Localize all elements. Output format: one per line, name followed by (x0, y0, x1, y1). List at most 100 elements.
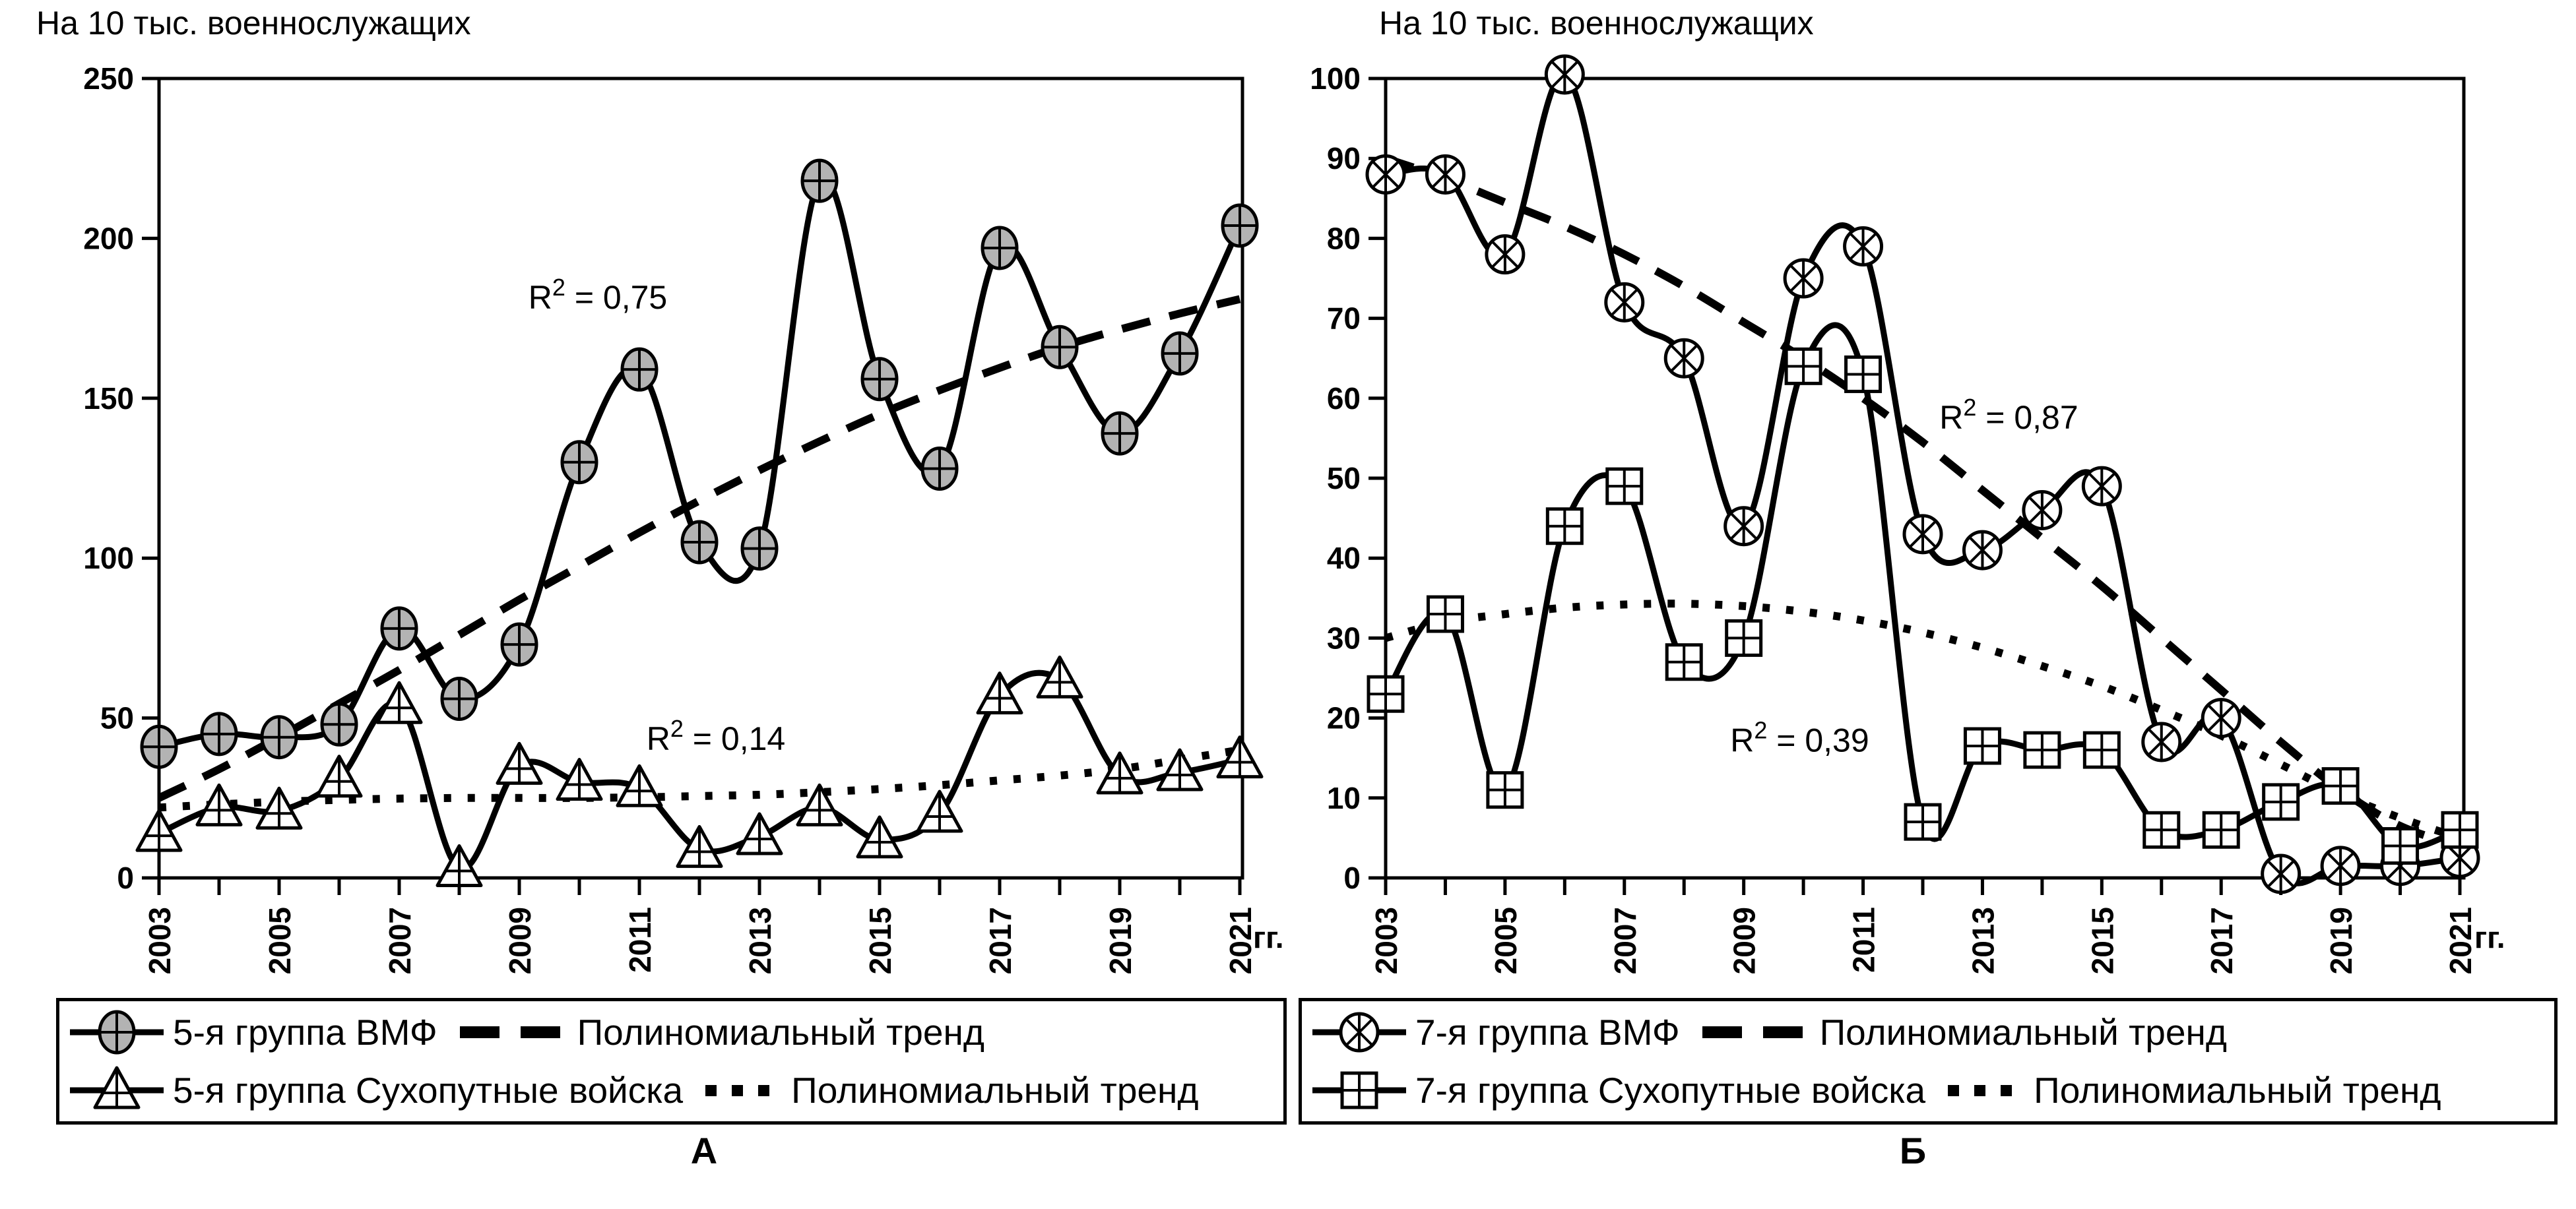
y-tick-label: 80 (1327, 221, 1361, 255)
r2-annotation: R2 = 0,87 (1939, 394, 2078, 436)
y-tick-label: 50 (1327, 461, 1361, 495)
y-tick-label: 0 (1343, 861, 1361, 895)
x-tick-label: 2009 (1727, 907, 1762, 974)
dot-trend-line-icon (705, 1085, 770, 1096)
circle-star-marker (1663, 338, 1704, 379)
square-cross-marker (1665, 643, 1703, 681)
circle-star-marker (1843, 226, 1884, 267)
plot-frame (157, 77, 1244, 880)
ellipse-cross-marker (140, 724, 178, 769)
x-tick-label: 2017 (983, 907, 1017, 974)
ellipse-cross-marker (320, 702, 358, 747)
legend-a: 5-я группа ВМФ Полиномиальный тренд 5-я … (56, 998, 1287, 1125)
ellipse-cross-marker (740, 526, 779, 571)
triangle-cross-marker (1156, 748, 1204, 791)
series-markers-0 (1365, 54, 2480, 894)
triangle-cross-marker (676, 824, 723, 868)
triangle-cross-marker (1036, 655, 1083, 698)
triangle-cross-marker (856, 815, 903, 859)
square-cross-marker (1605, 467, 1644, 505)
x-tick-label: 2009 (503, 907, 537, 974)
vmf7-series-marker-icon (1312, 1012, 1406, 1053)
series-line-1 (1383, 322, 2461, 851)
x-tick-label: 2015 (2085, 907, 2119, 974)
square-cross-marker (1784, 347, 1822, 385)
ellipse-cross-marker (680, 520, 719, 565)
x-tick-label: 2011 (623, 907, 657, 973)
square-cross-marker (1963, 727, 2001, 765)
dash-trend-line-icon (1702, 1026, 1803, 1038)
triangle-cross-marker (195, 783, 243, 826)
triangle-cross-marker (736, 812, 783, 855)
circle-star-marker (2022, 489, 2063, 530)
ellipse-cross-marker (200, 712, 238, 757)
x-axis: 2003 2005 2007 2009 2011 2013 2015 2017 2019 2021 (1369, 878, 2478, 974)
circle-star-marker (2261, 853, 2302, 894)
circle-star-marker (1604, 282, 1645, 323)
ellipse-cross-marker (500, 622, 538, 667)
square-cross-marker (2142, 811, 2181, 849)
triangle-cross-marker (976, 671, 1023, 715)
x-axis: 2003 2005 2007 2009 2011 2013 2015 2017 2019 2021 (143, 878, 1258, 974)
legend-row: 5-я группа Сухопутные войска Полиномиаль… (67, 1063, 1275, 1118)
legend-series-label: 5-я группа ВМФ (173, 1011, 437, 1053)
y-tick-label: 100 (83, 541, 134, 575)
triangle-cross-marker (616, 764, 663, 807)
r2-annotation: R2 = 0,39 (1730, 717, 1869, 759)
legend-b: 7-я группа ВМФ Полиномиальный тренд 7-я … (1299, 998, 2558, 1125)
ellipse-cross-marker (260, 715, 298, 760)
y-axis: 0 10 20 30 40 50 60 70 80 90 100 (1310, 61, 1386, 895)
x-tick-label: 2019 (1103, 907, 1138, 974)
ellipse-cross-marker (440, 677, 478, 722)
ellipse-cross-marker (1161, 331, 1199, 376)
y-tick-label: 150 (83, 381, 134, 416)
square-cross-marker (1844, 355, 1883, 393)
dash-trend-line-icon (459, 1026, 560, 1038)
plot-frame (1384, 77, 2466, 880)
y-tick-label: 20 (1327, 701, 1361, 735)
circle-star-marker (1365, 154, 1406, 195)
triangle-cross-marker (93, 1066, 141, 1109)
legend-series-label: 7-я группа Сухопутные войска (1415, 1069, 1926, 1111)
circle-star-marker (1723, 506, 1764, 547)
chart-title: На 10 тыс. военнослужащих (36, 5, 471, 42)
x-tick-label: 2017 (2205, 907, 2239, 974)
square-cross-marker (2381, 827, 2420, 865)
army7-series-marker-icon (1312, 1071, 1406, 1109)
trend-line-dash (1384, 154, 2461, 850)
triangle-cross-marker (135, 809, 183, 852)
y-tick-label: 250 (83, 61, 134, 96)
square-cross-marker (1486, 771, 1524, 809)
ellipse-cross-marker (860, 357, 899, 402)
square-cross-marker (2202, 811, 2240, 849)
y-tick-label: 30 (1327, 621, 1361, 655)
y-tick-label: 50 (100, 701, 134, 735)
x-tick-label: 2013 (1966, 907, 2000, 974)
x-tick-label: 2015 (863, 907, 897, 974)
y-tick-label: 70 (1327, 301, 1361, 336)
y-tick-label: 100 (1310, 61, 1361, 96)
circle-star-marker (2201, 698, 2241, 739)
square-cross-marker (2082, 731, 2121, 769)
y-axis: 0 50 100 150 200 250 (83, 61, 159, 895)
circle-star-marker (1902, 514, 1943, 555)
ellipse-cross-marker (98, 1010, 136, 1055)
circle-star-marker (1425, 154, 1465, 195)
square-cross-marker (1545, 507, 1584, 545)
x-tick-label: 2007 (1608, 907, 1642, 974)
army5-series-marker-icon (70, 1066, 164, 1109)
legend-row: 7-я группа ВМФ Полиномиальный тренд (1310, 1005, 2546, 1060)
trend-line-dot (158, 746, 1240, 812)
chart-a-canvas: На 10 тыс. военнослужащих 0 50 100 150 200 250… (36, 5, 1284, 974)
x-unit-label: гг. (2474, 920, 2505, 954)
x-tick-label: 2003 (143, 907, 177, 974)
x-tick-label: 2005 (1489, 907, 1523, 974)
series-markers-0 (140, 158, 1259, 769)
triangle-cross-marker (315, 755, 363, 798)
legend-row: 5-я группа ВМФ Полиномиальный тренд (67, 1005, 1275, 1060)
x-tick-label: 2003 (1369, 907, 1403, 974)
triangle-cross-marker (1096, 751, 1143, 795)
x-tick-label: 2021 (2443, 907, 2478, 974)
y-tick-label: 200 (83, 221, 134, 255)
square-cross-marker (2023, 731, 2061, 769)
